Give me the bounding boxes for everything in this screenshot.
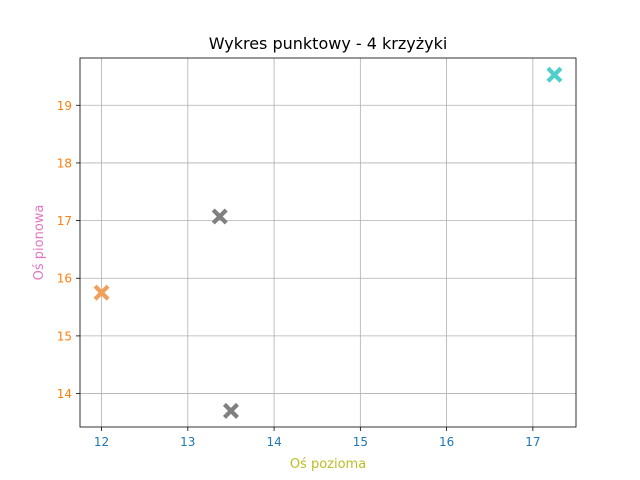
data-points	[93, 66, 563, 419]
x-tick-label: 14	[266, 435, 281, 449]
y-axis-ticks: 14 15 16 17 18 19	[57, 99, 80, 401]
y-tick-label: 14	[57, 387, 72, 401]
data-point-4	[546, 66, 563, 83]
x-tick-label: 17	[525, 435, 540, 449]
y-tick-label: 16	[57, 272, 72, 286]
axes-frame	[79, 57, 577, 428]
y-tick-label: 18	[57, 156, 72, 170]
x-axis-label: Oś pozioma	[290, 457, 366, 472]
y-tick-label: 19	[57, 99, 72, 113]
chart-title: Wykres punktowy - 4 krzyżyki	[209, 34, 448, 53]
x-tick-label: 16	[439, 435, 454, 449]
x-tick-label: 13	[180, 435, 195, 449]
data-point-1	[93, 284, 110, 301]
data-point-2	[211, 208, 228, 225]
y-axis-label: Oś pionowa	[32, 205, 47, 281]
y-tick-label: 17	[57, 214, 72, 228]
x-tick-label: 12	[94, 435, 109, 449]
grid	[80, 58, 576, 427]
data-point-3	[222, 402, 239, 419]
x-tick-label: 15	[353, 435, 368, 449]
x-axis-ticks: 12 13 14 15 16 17	[94, 427, 541, 449]
y-tick-label: 15	[57, 329, 72, 343]
